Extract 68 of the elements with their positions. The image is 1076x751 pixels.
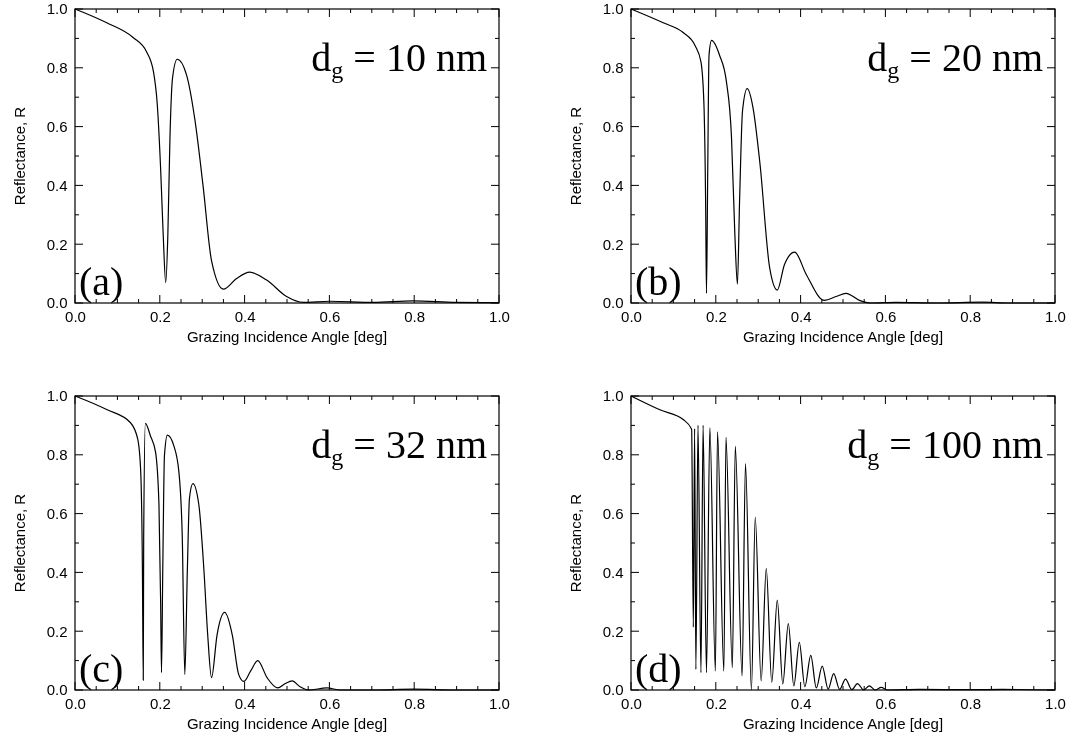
x-tick-label: 0.6 [319, 694, 341, 712]
x-tick-label: 0.8 [960, 694, 982, 712]
annotation: d$_{g}$ = 100 nm [847, 422, 1043, 471]
y-tick-label: 0.8 [602, 446, 624, 464]
annotation: d$_{g}$ = 10 nm [311, 35, 487, 84]
y-tick-label: 0.6 [602, 117, 624, 135]
y-tick-label: 0.8 [46, 59, 68, 77]
y-tick-label: 0.8 [602, 59, 624, 77]
x-tick-label: 1.0 [1045, 694, 1066, 712]
x-axis-title: Grazing Incidence Angle [deg] [742, 328, 944, 345]
y-tick-label: 0.2 [602, 235, 624, 253]
y-tick-label: 1.0 [46, 0, 68, 18]
x-tick-label: 0.0 [621, 694, 642, 712]
y-tick-label: 1.0 [602, 387, 624, 405]
annotation: d$_{g}$ = 20 nm [867, 35, 1043, 84]
x-tick-label: 0.4 [790, 307, 812, 325]
x-tick-label: 0.0 [621, 307, 642, 325]
x-tick-label: 1.0 [489, 307, 510, 325]
y-tick-label: 0.4 [46, 563, 68, 581]
y-tick-label: 0.6 [602, 504, 624, 522]
x-axis-title: Grazing Incidence Angle [deg] [186, 715, 388, 732]
annotation: (a) [79, 259, 124, 304]
y-tick-label: 0.6 [46, 117, 68, 135]
y-axis-title: Reflectance, R [567, 493, 584, 593]
line-series [630, 395, 1056, 691]
line-series [74, 395, 500, 691]
x-axis-title: Grazing Incidence Angle [deg] [186, 328, 388, 345]
y-tick-label: 0.6 [46, 504, 68, 522]
annotation: (d) [635, 646, 682, 691]
x-tick-label: 1.0 [489, 694, 510, 712]
annotation: (b) [635, 259, 682, 304]
x-tick-label: 0.6 [875, 307, 897, 325]
x-tick-label: 0.8 [404, 694, 426, 712]
x-tick-label: 0.4 [234, 307, 256, 325]
y-tick-label: 0.2 [46, 622, 68, 640]
y-tick-label: 0.0 [46, 294, 68, 312]
y-tick-label: 0.0 [46, 681, 68, 699]
y-tick-label: 0.0 [602, 681, 624, 699]
x-tick-label: 0.4 [234, 694, 256, 712]
x-tick-label: 0.8 [404, 307, 426, 325]
y-tick-label: 0.2 [46, 235, 68, 253]
x-tick-label: 0.8 [960, 307, 982, 325]
y-tick-label: 0.2 [602, 622, 624, 640]
annotation: (c) [79, 646, 124, 691]
y-tick-label: 0.0 [602, 294, 624, 312]
y-tick-label: 1.0 [602, 0, 624, 18]
line-series [74, 8, 500, 304]
y-axis-title: Reflectance, R [11, 106, 28, 206]
x-tick-label: 0.4 [790, 694, 812, 712]
x-tick-label: 0.0 [65, 307, 86, 325]
y-tick-label: 1.0 [46, 387, 68, 405]
x-axis-title: Grazing Incidence Angle [deg] [742, 715, 944, 732]
y-axis-title: Reflectance, R [11, 493, 28, 593]
x-tick-label: 1.0 [1045, 307, 1066, 325]
y-tick-label: 0.4 [46, 176, 68, 194]
x-tick-label: 0.6 [875, 694, 897, 712]
annotation: d$_{g}$ = 32 nm [311, 422, 487, 471]
x-tick-label: 0.0 [65, 694, 86, 712]
x-tick-label: 0.2 [705, 307, 727, 325]
y-tick-label: 0.4 [602, 563, 624, 581]
line-series [630, 8, 1056, 304]
y-tick-label: 0.4 [602, 176, 624, 194]
x-tick-label: 0.2 [149, 694, 171, 712]
x-tick-label: 0.2 [705, 694, 727, 712]
x-tick-label: 0.2 [149, 307, 171, 325]
y-tick-label: 0.8 [46, 446, 68, 464]
y-axis-title: Reflectance, R [567, 106, 584, 206]
x-tick-label: 0.6 [319, 307, 341, 325]
